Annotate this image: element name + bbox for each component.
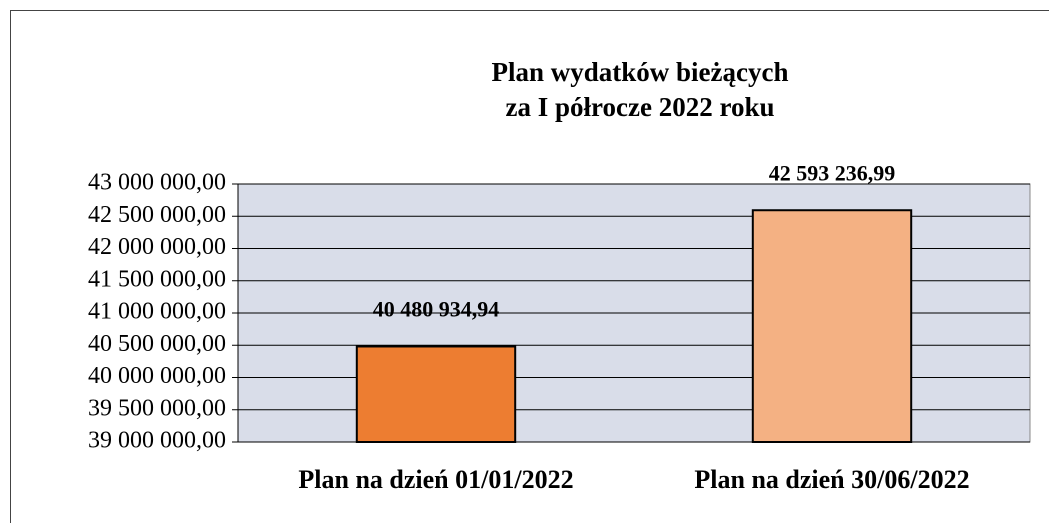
chart-title: za I półrocze 2022 roku (506, 92, 775, 122)
y-tick-label: 42 000 000,00 (88, 234, 226, 260)
y-tick-label: 39 500 000,00 (88, 395, 226, 421)
y-tick-label: 40 500 000,00 (88, 331, 226, 357)
bar (751, 209, 913, 443)
y-tick-label: 39 000 000,00 (88, 428, 226, 454)
y-tick-label: 40 000 000,00 (88, 363, 226, 389)
data-label: 40 480 934,94 (373, 297, 500, 322)
y-tick-label: 42 500 000,00 (88, 202, 226, 228)
data-label: 42 593 236,99 (769, 160, 896, 185)
x-tick-label: Plan na dzień 01/01/2022 (298, 465, 573, 494)
y-tick-label: 41 500 000,00 (88, 266, 226, 292)
chart-title: Plan wydatków bieżących (492, 57, 789, 87)
y-tick-label: 41 000 000,00 (88, 299, 226, 325)
bar (355, 345, 517, 444)
x-tick-label: Plan na dzień 30/06/2022 (694, 465, 969, 494)
y-tick-label: 43 000 000,00 (88, 170, 226, 196)
